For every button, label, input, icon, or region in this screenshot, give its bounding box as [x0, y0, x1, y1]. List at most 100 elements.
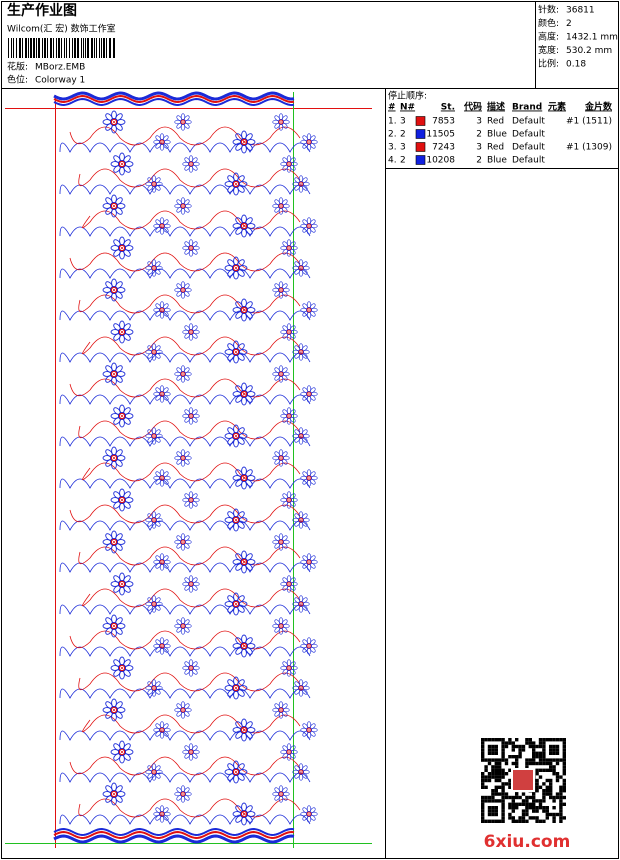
qr-module [511, 802, 515, 806]
qr-module [521, 799, 526, 803]
qr-module [549, 744, 553, 749]
qr-module [559, 758, 563, 762]
stitch-path [59, 394, 311, 405]
qr-module [491, 812, 495, 817]
barcode-bar [101, 38, 102, 58]
color-swatch [415, 129, 426, 139]
column-header: Brand [512, 103, 542, 113]
info-value: 1432.1 mm [566, 33, 618, 43]
barcode-bar [36, 38, 37, 58]
qr-module [562, 768, 566, 772]
flower [153, 553, 171, 571]
qr-module [542, 819, 546, 823]
column-header: 金片数 [584, 101, 613, 113]
barcode-bar [13, 38, 14, 58]
qr-module [504, 741, 509, 745]
code: 2 [476, 156, 482, 166]
qr-module [552, 819, 556, 823]
qr-module [542, 809, 546, 813]
qr-module [501, 785, 505, 789]
qr-module [545, 761, 549, 766]
flower [224, 172, 248, 196]
barcode-bar [44, 38, 46, 58]
qr-module [484, 795, 488, 800]
qr-module [552, 765, 556, 769]
qr-module [481, 744, 485, 749]
qr-module [511, 741, 515, 745]
qr-module [528, 741, 532, 745]
color-swatch [415, 142, 426, 152]
stitch-path [78, 798, 301, 818]
flower [224, 256, 248, 280]
qr-module [525, 809, 529, 813]
qr-module [494, 778, 498, 783]
barcode-bar [83, 38, 84, 58]
stitches: 10208 [426, 156, 455, 166]
qr-module [491, 758, 495, 762]
info-label: 针数: [538, 4, 559, 16]
description: Red [487, 143, 504, 153]
qr-module [552, 812, 556, 817]
qr-module [532, 758, 536, 762]
qr-module [552, 795, 556, 800]
qr-module [555, 761, 560, 766]
qr-module [491, 799, 495, 803]
qr-module [481, 816, 485, 820]
qr-module [498, 768, 502, 772]
barcode-bar [66, 38, 67, 58]
qr-module [515, 758, 519, 762]
qr-module [545, 738, 549, 742]
qr-module [504, 761, 509, 766]
qr-module [525, 765, 529, 769]
qr-module [562, 772, 566, 776]
barcode-bar [103, 38, 105, 58]
stop-title: 停止顺序: [388, 90, 427, 102]
qr-module [542, 751, 546, 755]
qr-module [549, 751, 553, 755]
flower [145, 679, 163, 697]
flower [102, 698, 126, 722]
qr-module [545, 792, 549, 796]
qr-module [528, 738, 532, 742]
qr-module [511, 809, 515, 813]
stitch-path [59, 268, 311, 279]
qr-module [559, 806, 563, 810]
info-label: 高度: [538, 31, 559, 43]
qr-module [487, 761, 492, 766]
qr-module [559, 802, 563, 806]
qr-module [494, 775, 498, 779]
flower [174, 281, 192, 299]
border-wave [53, 94, 295, 104]
qr-module [501, 748, 505, 752]
qr-module [494, 819, 498, 823]
qr-module [487, 738, 492, 742]
qr-module [542, 761, 546, 766]
needle: 2 [400, 156, 406, 166]
qr-module [491, 744, 495, 749]
barcode-bar [38, 38, 40, 58]
flower [102, 110, 126, 134]
qr-module [484, 819, 488, 823]
qr-module [494, 748, 498, 752]
qr-module [501, 792, 505, 796]
stitch-path [69, 630, 301, 650]
description: Blue [487, 130, 507, 140]
flower [300, 721, 318, 739]
barcode-bar [109, 38, 111, 58]
flower [182, 575, 200, 593]
qr-module [501, 758, 505, 762]
watermark: 6xiu.com [484, 832, 571, 852]
qr-module [491, 809, 495, 813]
flower [292, 259, 310, 277]
qr-module [508, 795, 512, 800]
barcode-bar [50, 38, 52, 58]
stitch-path [59, 730, 311, 741]
barcode-bar [81, 38, 82, 58]
qr-module [538, 785, 543, 789]
qr-module [494, 744, 498, 749]
flower [232, 298, 256, 322]
qr-module [552, 748, 556, 752]
qr-module [521, 812, 526, 817]
qr-module [501, 775, 505, 779]
qr-module [491, 768, 495, 772]
